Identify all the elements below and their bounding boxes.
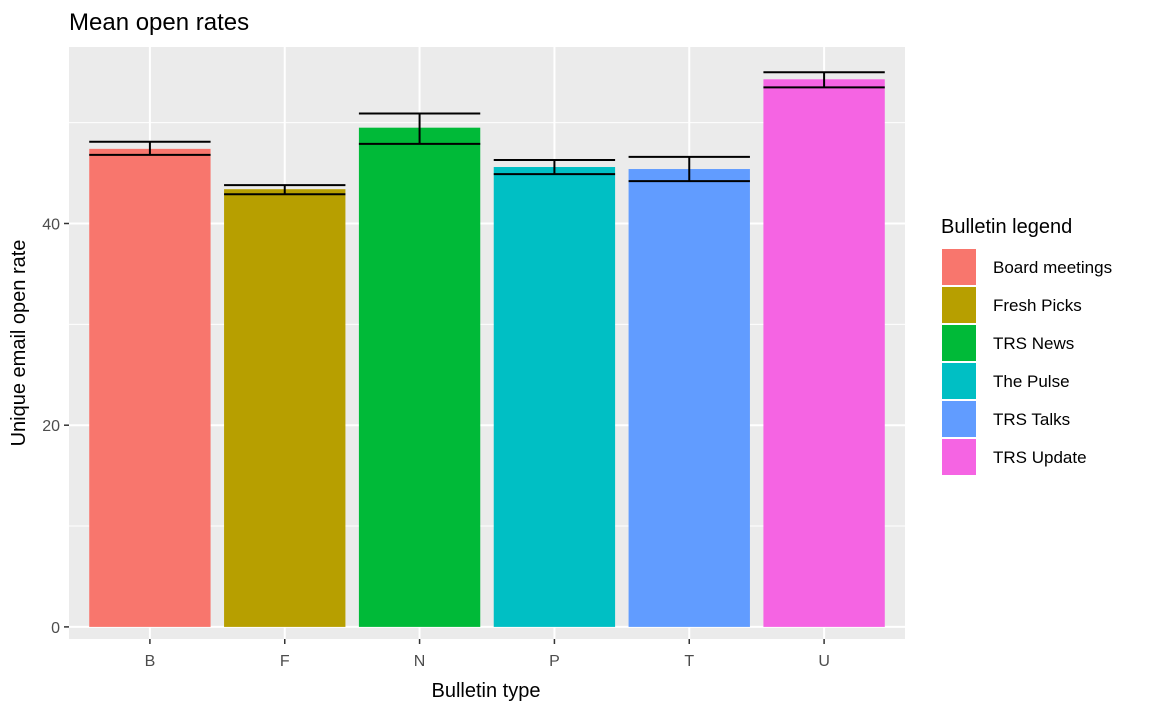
legend: Bulletin legend Board meetings Fresh Pick… bbox=[940, 216, 1112, 477]
bar-U bbox=[763, 79, 885, 627]
legend-key bbox=[940, 361, 978, 401]
legend-key bbox=[940, 247, 978, 287]
error-bar-N bbox=[358, 112, 481, 145]
x-tick-label: T bbox=[684, 653, 694, 670]
legend-key bbox=[940, 285, 978, 325]
bars bbox=[89, 79, 885, 627]
bar-N bbox=[358, 127, 481, 627]
legend-item: Fresh Picks bbox=[940, 285, 1082, 325]
x-tick-label: N bbox=[414, 653, 426, 670]
legend-item: The Pulse bbox=[940, 361, 1070, 401]
bar-F bbox=[224, 189, 346, 627]
x-tick-label: U bbox=[818, 653, 830, 670]
x-tick-label: B bbox=[145, 653, 156, 670]
x-axis-title: Bulletin type bbox=[432, 680, 541, 702]
y-tick-label: 20 bbox=[42, 418, 60, 435]
legend-item: TRS Talks bbox=[940, 399, 1070, 439]
legend-key bbox=[940, 399, 978, 439]
error-bar-U bbox=[763, 71, 885, 89]
error-bar-T bbox=[628, 155, 750, 183]
legend-title: Bulletin legend bbox=[941, 216, 1072, 238]
error-bar-B bbox=[89, 140, 211, 156]
chart-title: Mean open rates bbox=[69, 9, 249, 36]
y-axis-title: Unique email open rate bbox=[8, 240, 30, 447]
legend-label: TRS Update bbox=[993, 448, 1087, 467]
legend-key bbox=[940, 323, 978, 363]
y-tick-label: 40 bbox=[42, 216, 60, 233]
bar-T bbox=[628, 169, 750, 627]
legend-item: Board meetings bbox=[940, 247, 1112, 287]
y-tick-label: 0 bbox=[51, 620, 60, 637]
legend-item: TRS Update bbox=[940, 437, 1087, 477]
legend-label: Fresh Picks bbox=[993, 296, 1082, 315]
bar-B bbox=[89, 148, 211, 627]
x-tick-label: F bbox=[280, 653, 290, 670]
legend-label: TRS Talks bbox=[993, 410, 1070, 429]
legend-label: TRS News bbox=[993, 334, 1074, 353]
legend-key bbox=[940, 437, 978, 477]
x-tick-label: P bbox=[549, 653, 560, 670]
error-bar-F bbox=[224, 184, 346, 196]
bar-P bbox=[493, 167, 616, 627]
legend-label: Board meetings bbox=[993, 258, 1112, 277]
legend-items: Board meetings Fresh Picks TRS News The Pul… bbox=[940, 247, 1112, 477]
legend-label: The Pulse bbox=[993, 372, 1070, 391]
error-bars bbox=[89, 71, 885, 196]
error-bar-P bbox=[493, 158, 616, 176]
legend-item: TRS News bbox=[940, 323, 1074, 363]
y-axis: 0 20 40 bbox=[42, 216, 69, 637]
